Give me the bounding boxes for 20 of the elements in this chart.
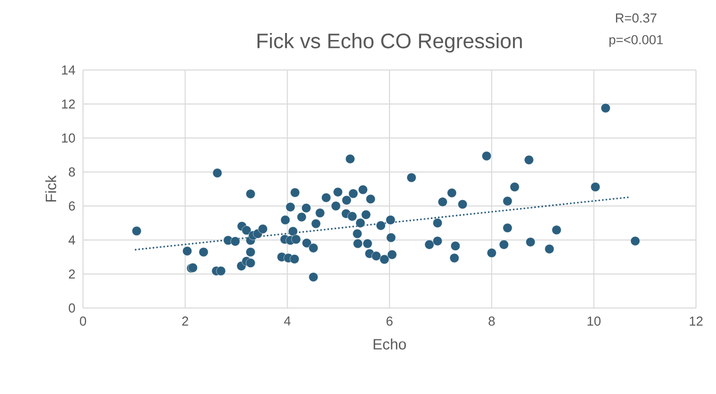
x-tick-label: 10 [588, 316, 601, 326]
chart-title: Fick vs Echo CO Regression [258, 33, 522, 52]
text: R=0.37 [616, 13, 656, 23]
text: p=<0.001 [609, 35, 663, 47]
y-tick-label: 6 [68, 201, 75, 211]
y-tick-label: 2 [68, 269, 75, 279]
y-tick-label: 10 [62, 133, 75, 143]
x-tick-label: 4 [284, 316, 291, 326]
y-tick-label: 8 [68, 167, 75, 177]
y-tick-label: 4 [68, 236, 76, 244]
y-tick-label: 14 [62, 66, 76, 74]
x-tick-label: 2 [182, 316, 188, 326]
x-axis-title: Echo [374, 338, 406, 350]
x-tick-label: 8 [488, 316, 495, 326]
x-tick-label: 12 [690, 316, 703, 326]
x-tick-label: 0 [80, 316, 86, 326]
y-tick-label: 0 [68, 303, 75, 313]
y-tick-label: 12 [62, 99, 75, 109]
x-tick-label: 6 [386, 316, 393, 326]
y-axis-title: Fick [45, 175, 56, 202]
